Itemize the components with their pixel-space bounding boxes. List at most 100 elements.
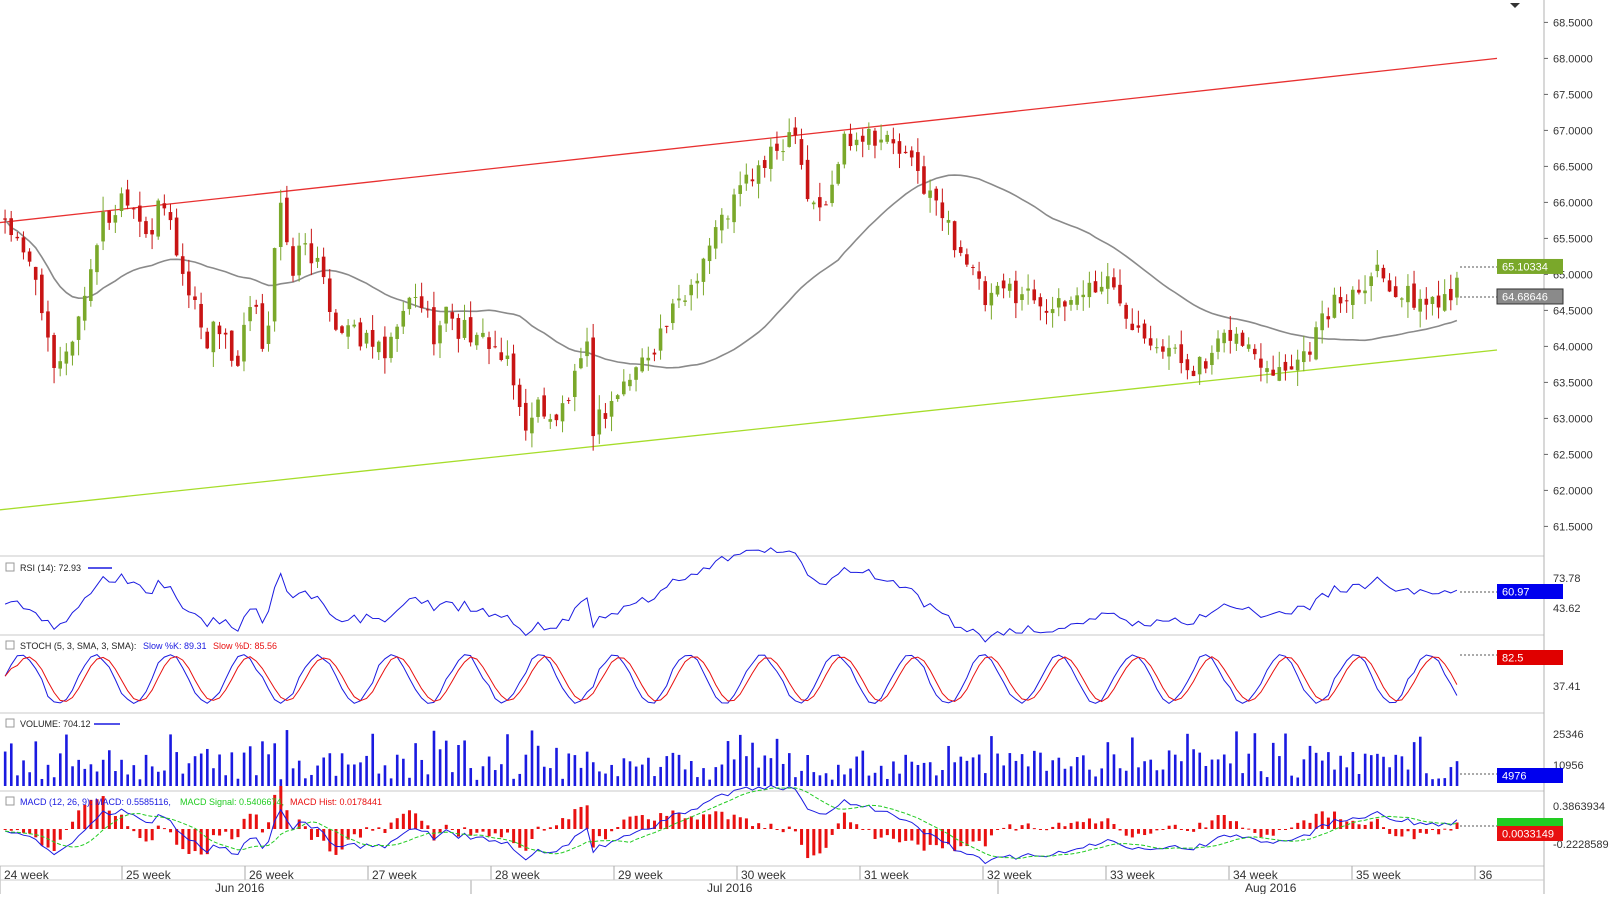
- candle: [1191, 365, 1196, 377]
- candle: [952, 220, 957, 258]
- candle: [1007, 278, 1012, 298]
- macd-hist-bar: [714, 811, 718, 829]
- volume-bar: [1284, 733, 1287, 786]
- macd-hist-bar: [977, 829, 981, 841]
- macd-hist-bar: [1051, 826, 1055, 829]
- macd-hist-bar: [389, 822, 393, 829]
- candle: [248, 295, 252, 332]
- macd-hist-bar: [407, 810, 411, 829]
- macd-hist-bar: [1222, 814, 1226, 829]
- candle: [732, 188, 736, 234]
- candle: [309, 228, 314, 276]
- macd-hist-bar: [818, 829, 822, 854]
- week-label: 34 week: [1233, 868, 1279, 882]
- candle: [383, 326, 387, 374]
- rsi-badge-text: 60.97: [1502, 587, 1530, 599]
- macd-hist-bar: [358, 829, 362, 838]
- volume-bar: [683, 769, 687, 786]
- volume-bar: [653, 776, 656, 786]
- volume-bar: [334, 775, 338, 786]
- candle: [1332, 287, 1337, 319]
- candle: [1210, 345, 1214, 375]
- candle: [1393, 276, 1398, 298]
- macd-hist-bar: [107, 810, 111, 829]
- macd-hist-bar: [156, 825, 160, 829]
- volume-bar: [1216, 759, 1220, 786]
- volume-bar: [469, 768, 473, 786]
- volume-bar: [22, 760, 25, 786]
- candle: [1185, 353, 1190, 380]
- volume-bar: [769, 758, 773, 786]
- candle: [1406, 274, 1410, 318]
- macd-hist-bar: [634, 815, 638, 829]
- macd-tick: -0.2228589: [1553, 839, 1609, 851]
- volume-bar: [1057, 757, 1061, 786]
- candle: [811, 200, 816, 210]
- volume-bar: [689, 761, 693, 786]
- candle: [830, 170, 834, 207]
- volume-bar: [996, 753, 999, 786]
- macd-hist-bar: [487, 829, 491, 837]
- volume-bar: [837, 764, 840, 786]
- candle: [468, 301, 473, 347]
- stoch-collapse-icon[interactable]: [5, 640, 15, 650]
- rsi-pane: 73.78 43.62 60.97: [4, 547, 1581, 643]
- candle: [1449, 274, 1453, 311]
- macd-hist-bar: [505, 829, 509, 833]
- candle: [1014, 270, 1018, 319]
- macd-hist-bar: [683, 818, 687, 829]
- candle: [860, 128, 865, 158]
- volume-bar: [297, 760, 301, 786]
- volume-bar: [1094, 776, 1097, 786]
- candle: [1387, 273, 1392, 293]
- macd-signal-line: [5, 787, 1457, 859]
- candle: [113, 204, 118, 233]
- stoch-badge: [1497, 650, 1563, 665]
- candle: [125, 179, 130, 210]
- macd-hist-bar: [1449, 829, 1453, 831]
- volume-bar: [971, 757, 975, 786]
- macd-hist-bar: [1369, 821, 1373, 829]
- volume-bar: [475, 779, 479, 786]
- scroll-down-icon[interactable]: [1510, 3, 1520, 8]
- candle: [505, 340, 510, 366]
- macd-hist-bar: [150, 829, 154, 841]
- candle: [180, 243, 185, 286]
- volume-bar: [702, 768, 705, 786]
- macd-hist-bar: [1400, 829, 1404, 837]
- stoch-header: STOCH (5, 3, SMA, 3, SMA): Slow %K: 89.3…: [5, 640, 277, 651]
- rsi-collapse-icon[interactable]: [5, 562, 15, 572]
- macd-hist-bar: [830, 829, 834, 835]
- candle: [756, 160, 761, 199]
- candle: [1081, 280, 1086, 311]
- macd-hist-bar: [469, 829, 473, 836]
- candle: [376, 340, 381, 360]
- candle: [52, 332, 56, 384]
- macd-hist-bar: [426, 825, 430, 829]
- candle: [1252, 344, 1257, 360]
- volume-bar: [757, 767, 760, 786]
- macd-hist-bar: [1357, 824, 1361, 829]
- volume-collapse-icon[interactable]: [5, 718, 15, 728]
- macd-hist-bar: [1388, 829, 1392, 834]
- macd-hist-bar: [524, 829, 528, 851]
- week-label: 31 week: [864, 868, 910, 882]
- volume-bar: [150, 766, 154, 786]
- macd-hist-bar: [959, 829, 963, 847]
- macd-badge: [1497, 826, 1563, 841]
- macd-collapse-icon[interactable]: [5, 796, 15, 806]
- volume-bar: [1235, 731, 1238, 786]
- stoch-d-label: Slow %D: 85.56: [213, 641, 277, 651]
- candle: [450, 303, 455, 331]
- candle: [799, 128, 804, 170]
- candle: [958, 240, 963, 257]
- macd-hist-bar: [1333, 811, 1337, 829]
- volume-bar: [1106, 742, 1110, 786]
- macd-hist-bar: [322, 829, 326, 841]
- macd-hist-bar: [1277, 829, 1281, 830]
- candle: [1216, 330, 1220, 360]
- macd-hist-bar: [218, 829, 222, 836]
- volume-bar: [610, 764, 613, 786]
- macd-hist-bar: [689, 816, 693, 829]
